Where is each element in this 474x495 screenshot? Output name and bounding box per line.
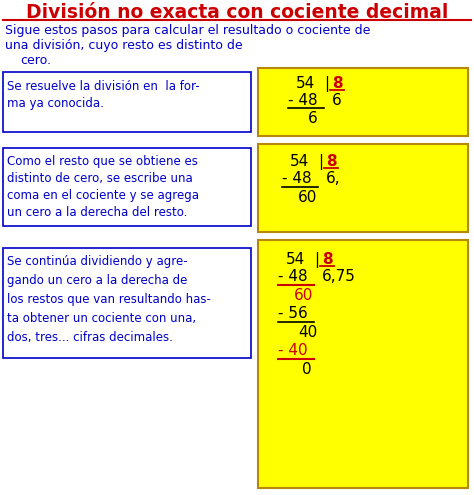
Text: un cero a la derecha del resto.: un cero a la derecha del resto. [7, 206, 187, 219]
Text: 54: 54 [290, 154, 309, 169]
Text: Se continúa dividiendo y agre-: Se continúa dividiendo y agre- [7, 255, 188, 268]
Text: |: | [318, 154, 323, 170]
Text: ta obtener un cociente con una,: ta obtener un cociente con una, [7, 312, 196, 325]
Text: Como el resto que se obtiene es: Como el resto que se obtiene es [7, 155, 198, 168]
Text: 54: 54 [286, 252, 305, 267]
Text: 6: 6 [332, 93, 342, 108]
Text: 6,: 6, [326, 171, 341, 186]
FancyBboxPatch shape [3, 248, 251, 358]
Text: 0: 0 [302, 362, 311, 377]
Text: |: | [314, 252, 319, 268]
Text: - 56: - 56 [278, 306, 308, 321]
Text: distinto de cero, se escribe una: distinto de cero, se escribe una [7, 172, 193, 185]
Text: 60: 60 [298, 190, 318, 205]
Text: 6,75: 6,75 [322, 269, 356, 284]
Text: 8: 8 [326, 154, 337, 169]
FancyBboxPatch shape [3, 72, 251, 132]
Text: 54: 54 [296, 76, 315, 91]
Text: dos, tres... cifras decimales.: dos, tres... cifras decimales. [7, 331, 173, 344]
Text: 60: 60 [294, 288, 313, 303]
Text: División no exacta con cociente decimal: División no exacta con cociente decimal [26, 3, 448, 22]
Text: - 48: - 48 [288, 93, 318, 108]
Text: - 48: - 48 [278, 269, 308, 284]
Text: 40: 40 [298, 325, 317, 340]
Text: 8: 8 [322, 252, 333, 267]
FancyBboxPatch shape [3, 148, 251, 226]
FancyBboxPatch shape [258, 240, 468, 488]
Text: |: | [324, 76, 329, 92]
Text: Se resuelve la división en  la for-: Se resuelve la división en la for- [7, 80, 200, 93]
Text: - 48: - 48 [282, 171, 311, 186]
Text: - 40: - 40 [278, 343, 308, 358]
FancyBboxPatch shape [258, 68, 468, 136]
Text: ma ya conocida.: ma ya conocida. [7, 97, 104, 110]
Text: gando un cero a la derecha de: gando un cero a la derecha de [7, 274, 187, 287]
Text: 6: 6 [308, 111, 318, 126]
Text: Sigue estos pasos para calcular el resultado o cociente de: Sigue estos pasos para calcular el resul… [5, 24, 370, 37]
Text: los restos que van resultando has-: los restos que van resultando has- [7, 293, 211, 306]
Text: una división, cuyo resto es distinto de: una división, cuyo resto es distinto de [5, 39, 243, 52]
FancyBboxPatch shape [258, 144, 468, 232]
Text: coma en el cociente y se agrega: coma en el cociente y se agrega [7, 189, 199, 202]
Text: cero.: cero. [20, 54, 51, 67]
Text: 8: 8 [332, 76, 343, 91]
